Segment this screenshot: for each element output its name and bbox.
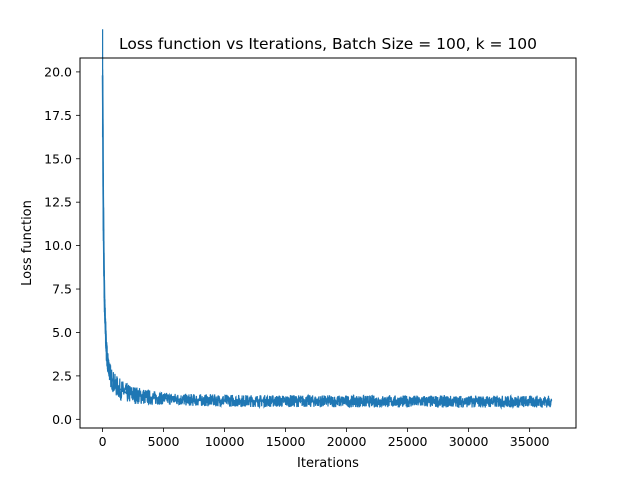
y-tick-label: 17.5 xyxy=(44,108,72,123)
y-axis-label: Loss function xyxy=(20,200,35,286)
y-tick-label: 5.0 xyxy=(52,325,72,340)
x-axis: 0 5000 10000 15000 20000 25000 30000 35000 xyxy=(99,428,550,449)
y-tick-label: 2.5 xyxy=(52,368,72,383)
x-tick-label: 25000 xyxy=(388,434,428,449)
x-tick-label: 20000 xyxy=(327,434,367,449)
x-tick-label: 0 xyxy=(99,434,107,449)
x-tick-label: 35000 xyxy=(510,434,550,449)
x-tick-label: 5000 xyxy=(148,434,180,449)
x-tick-label: 10000 xyxy=(205,434,245,449)
chart-title: Loss function vs Iterations, Batch Size … xyxy=(119,35,537,53)
x-tick-label: 30000 xyxy=(449,434,489,449)
y-tick-label: 7.5 xyxy=(52,282,72,297)
y-tick-label: 15.0 xyxy=(44,151,72,166)
y-tick-label: 0.0 xyxy=(52,412,72,427)
plot-area xyxy=(101,29,553,410)
x-axis-label: Iterations xyxy=(297,456,359,471)
y-tick-label: 12.5 xyxy=(44,195,72,210)
loss-series-noise xyxy=(101,29,553,410)
y-tick-label: 20.0 xyxy=(44,64,72,79)
y-axis: 0.0 2.5 5.0 7.5 10.0 12.5 15.0 17.5 20.0 xyxy=(44,64,80,427)
axes-frame xyxy=(79,57,577,429)
x-tick-label: 15000 xyxy=(266,434,306,449)
loss-series-line xyxy=(101,75,552,403)
y-tick-label: 10.0 xyxy=(44,238,72,253)
